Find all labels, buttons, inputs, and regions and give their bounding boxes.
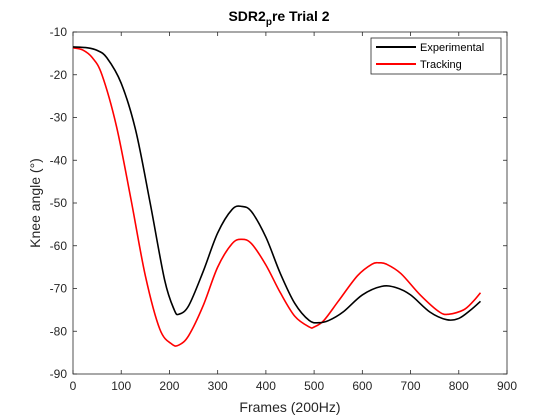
x-tick-label: 800 — [449, 379, 469, 393]
legend-box — [370, 37, 502, 75]
x-tick-label: 500 — [304, 379, 324, 393]
legend-label-experimental: Experimental — [420, 42, 484, 54]
series-layer — [72, 46, 482, 347]
y-axis-label: Knee angle (°) — [27, 158, 43, 248]
x-tick-label: 0 — [70, 379, 77, 393]
x-tick-label: 600 — [352, 379, 372, 393]
x-axis-label: Frames (200Hz) — [239, 399, 340, 415]
chart-title-suffix: re Trial 2 — [272, 8, 330, 24]
series-line-experimental — [72, 46, 482, 324]
series-line-tracking — [72, 47, 482, 347]
x-tick-label: 300 — [208, 379, 228, 393]
tick-layer: 0 100 200 300 400 500 600 700 800 900 -90 -80 -70 -60… — [50, 25, 518, 393]
y-tick-label: -80 — [50, 324, 68, 338]
y-tick-label: -20 — [50, 68, 68, 82]
plot-area: 0 100 200 300 400 500 600 700 800 900 -90 -80 -70 -60… — [50, 25, 518, 393]
y-tick-label: -40 — [50, 153, 68, 167]
axes-box — [72, 31, 508, 375]
y-tick-label: -90 — [50, 367, 68, 381]
y-tick-label: -10 — [50, 25, 68, 39]
y-tick-label: -50 — [50, 196, 68, 210]
x-tick-label: 400 — [256, 379, 276, 393]
legend: Experimental Tracking — [370, 37, 502, 75]
x-tick-label: 100 — [111, 379, 131, 393]
x-tick-label: 700 — [401, 379, 421, 393]
y-tick-label: -70 — [50, 282, 68, 296]
chart-title-main: SDR2 — [228, 8, 266, 24]
chart-title: SDR2pre Trial 2 — [228, 8, 329, 28]
y-tick-label: -30 — [50, 111, 68, 125]
x-tick-label: 200 — [159, 379, 179, 393]
x-tick-label: 900 — [497, 379, 517, 393]
legend-label-tracking: Tracking — [420, 59, 462, 71]
y-tick-label: -60 — [50, 239, 68, 253]
chart-title-subscript: p — [266, 17, 272, 28]
